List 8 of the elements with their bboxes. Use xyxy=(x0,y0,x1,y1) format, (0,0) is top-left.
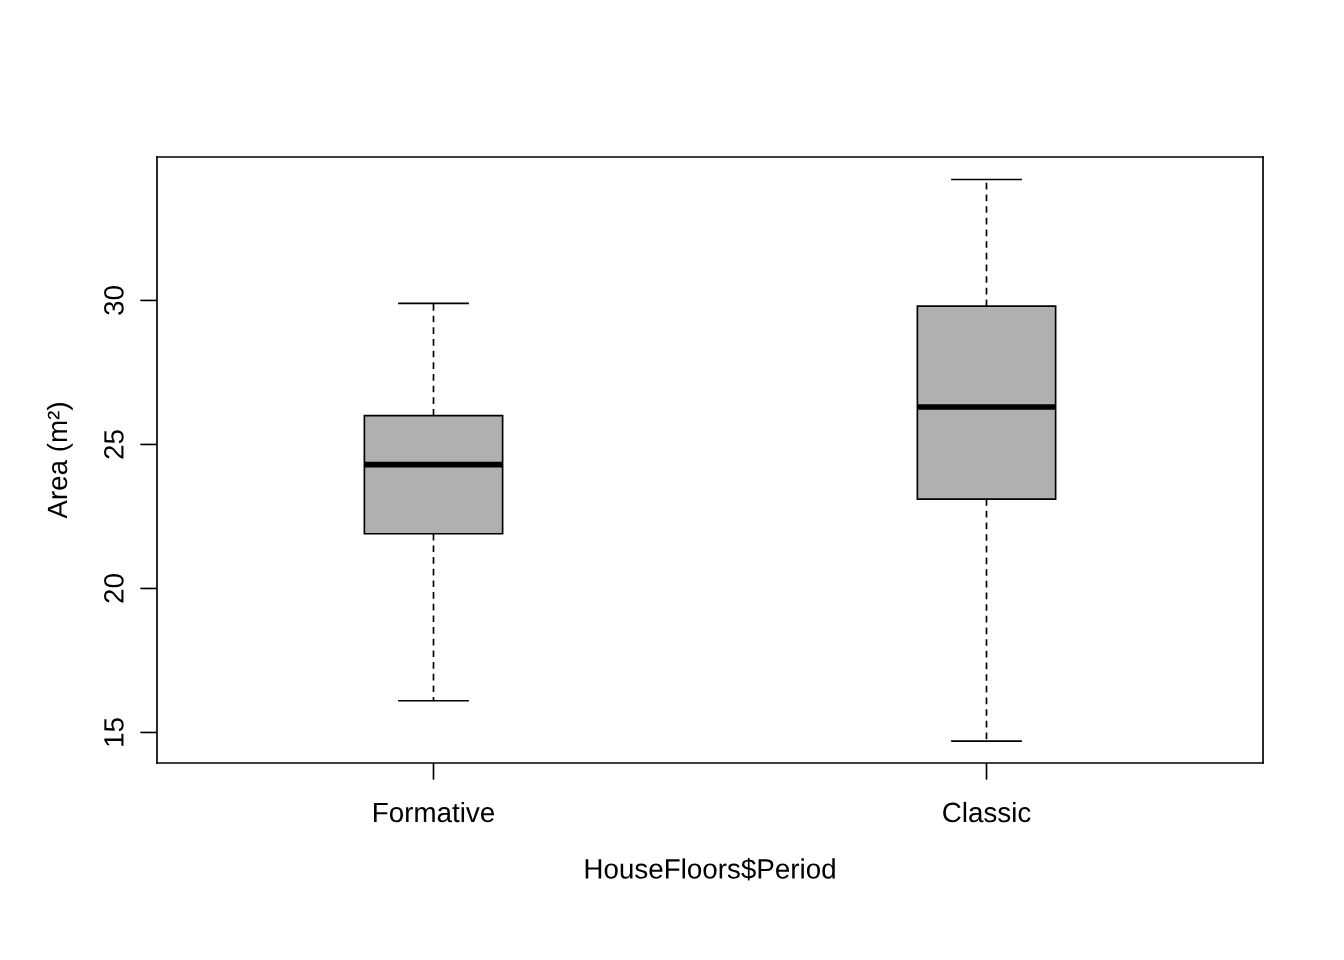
x-tick-label: Formative xyxy=(374,801,495,823)
y-tick-label: 25 xyxy=(104,430,124,459)
y-tick-label: 15 xyxy=(104,718,124,746)
y-axis-title: Area (m²) xyxy=(46,403,73,519)
y-tick-label: 20 xyxy=(104,574,124,603)
y-tick-label: 30 xyxy=(104,286,124,315)
x-tick-label: Classic xyxy=(943,801,1031,823)
x-axis-title: HouseFloors$Period xyxy=(585,857,835,881)
